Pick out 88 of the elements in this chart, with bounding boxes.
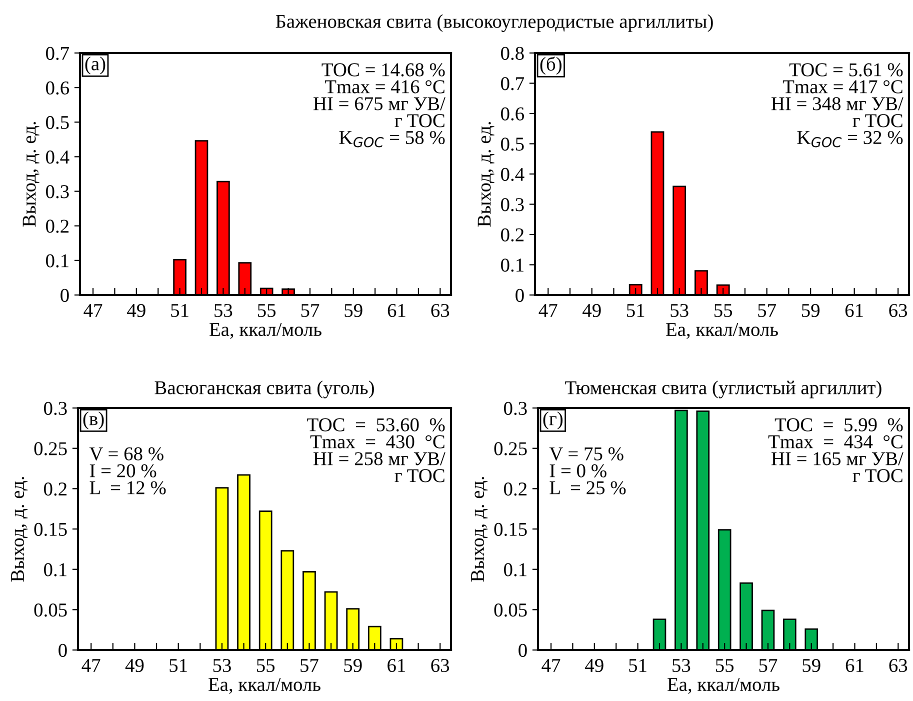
- y-tick-label: 0.25: [494, 442, 527, 456]
- annotation: TOC = 5.99 % Tmax = 434 °C HI = 165 мг УВ/ г TOC: [768, 418, 904, 482]
- y-tick-label: 0.1: [44, 563, 66, 576]
- y-tick-label: 0.4: [501, 168, 524, 182]
- text: TOC = 14.68 % Tmax = 416 °C HI = 675 мг УВ/ г TOC K$_{GOC}$ = 58 %: [313, 63, 446, 148]
- text: TOC = 5.61 % Tmax = 417 °C HI = 348 мг УВ/ г TOC K$_{GOC}$ = 32 %: [771, 63, 904, 148]
- y-tick-label: 0: [516, 288, 524, 302]
- y-tick-label: 0.2: [504, 482, 527, 496]
- x-tick-label: 59: [802, 658, 820, 672]
- x-tick-label: 51: [171, 304, 188, 318]
- text: Баженовская свита (высокоуглеродистые аргиллиты): [276, 14, 713, 32]
- x-tick-label: 53: [214, 304, 232, 318]
- x-axis-title: Ea, ккал/моль: [210, 323, 322, 339]
- y-tick-label: 0.1: [501, 258, 524, 272]
- x-axis-title: Ea, ккал/моль: [666, 323, 778, 339]
- annotation: (в): [83, 412, 104, 430]
- y-tick-label: 0.3: [501, 198, 524, 212]
- annotation: (г): [543, 412, 563, 430]
- x-tick-label: 57: [758, 304, 776, 318]
- x-tick-label: 63: [889, 658, 908, 672]
- x-tick-label: 61: [388, 304, 406, 318]
- x-tick-label: 63: [431, 658, 450, 672]
- x-tick-label: 59: [802, 304, 820, 318]
- x-tick-label: 57: [300, 659, 318, 672]
- y-tick-label: 0.6: [46, 81, 70, 95]
- y-tick-label: 0.1: [46, 254, 68, 268]
- x-tick-label: 61: [846, 658, 864, 672]
- chart-title: Васюганская свита (уголь): [154, 380, 374, 398]
- y-tick-label: 0.5: [501, 138, 524, 151]
- x-tick-label: 57: [759, 659, 778, 672]
- x-tick-label: 47: [538, 304, 558, 317]
- x-tick-label: 47: [542, 659, 560, 672]
- x-tick-label: 53: [672, 658, 690, 672]
- x-tick-label: 47: [84, 304, 102, 317]
- y-tick-label: 0.3: [46, 185, 69, 198]
- annotation: (б): [540, 56, 562, 75]
- y-tick-label: 0.15: [494, 522, 527, 536]
- x-tick-label: 49: [125, 658, 144, 672]
- y-tick-label: 0.5: [46, 116, 69, 130]
- y-axis-title: Выход, д. ед.: [22, 122, 40, 227]
- x-tick-label: 49: [582, 304, 601, 318]
- x-tick-label: 51: [629, 658, 646, 672]
- y-tick-label: 0.15: [34, 522, 67, 536]
- y-tick-label: 0.3: [504, 402, 527, 416]
- x-tick-label: 49: [127, 304, 146, 318]
- x-tick-label: 55: [716, 659, 734, 672]
- y-tick-label: 0.2: [501, 228, 524, 242]
- x-tick-label: 57: [301, 304, 320, 318]
- y-tick-label: 0.7: [46, 46, 70, 60]
- y-tick-label: 0.25: [34, 442, 67, 456]
- x-axis-title: Ea, ккал/моль: [208, 678, 320, 694]
- x-tick-label: 47: [82, 659, 100, 672]
- y-tick-label: 0.05: [494, 603, 527, 617]
- annotation: V = 75 % I = 0 % L = 25 %: [549, 447, 626, 494]
- x-tick-label: 59: [344, 304, 362, 318]
- x-axis-title: Ea, ккал/моль: [668, 678, 780, 694]
- y-tick-label: 0.8: [501, 46, 524, 60]
- y-tick-label: 0.4: [46, 150, 70, 164]
- y-tick-label: 0.1: [504, 563, 526, 576]
- x-tick-label: 59: [344, 658, 362, 672]
- y-tick-label: 0.05: [34, 603, 67, 617]
- x-tick-label: 61: [388, 658, 406, 672]
- annotation: (а): [85, 56, 106, 74]
- x-tick-label: 55: [258, 304, 276, 318]
- y-tick-label: 0: [518, 644, 527, 657]
- chart-title: Тюменская свита (углистый аргиллит): [565, 380, 882, 398]
- y-tick-label: 0.6: [501, 107, 524, 121]
- y-tick-label: 0.2: [44, 482, 67, 496]
- x-tick-label: 53: [670, 304, 688, 318]
- x-tick-label: 55: [257, 659, 275, 672]
- y-axis-title: Выход, д. ед.: [478, 122, 494, 227]
- y-tick-label: 0: [60, 288, 69, 302]
- x-tick-label: 63: [889, 304, 908, 318]
- x-tick-label: 51: [627, 304, 644, 318]
- x-tick-label: 61: [845, 304, 863, 318]
- y-tick-label: 0.7: [501, 77, 524, 90]
- x-tick-label: 63: [431, 304, 450, 318]
- annotation: V = 68 % I = 20 % L = 12 %: [89, 447, 166, 494]
- y-axis-title: Выход, д. ед.: [471, 477, 488, 582]
- x-tick-label: 53: [213, 658, 231, 672]
- y-tick-label: 0.3: [44, 402, 67, 416]
- y-axis-title: Выход, д. ед.: [11, 477, 28, 582]
- y-tick-label: 0: [58, 644, 67, 657]
- annotation: TOC = 53.60 % Tmax = 430 °C HI = 258 мг УВ/ г TOC: [307, 418, 446, 482]
- x-tick-label: 55: [714, 304, 732, 318]
- y-tick-label: 0.2: [46, 220, 69, 233]
- x-tick-label: 51: [170, 658, 187, 672]
- x-tick-label: 49: [585, 658, 604, 672]
